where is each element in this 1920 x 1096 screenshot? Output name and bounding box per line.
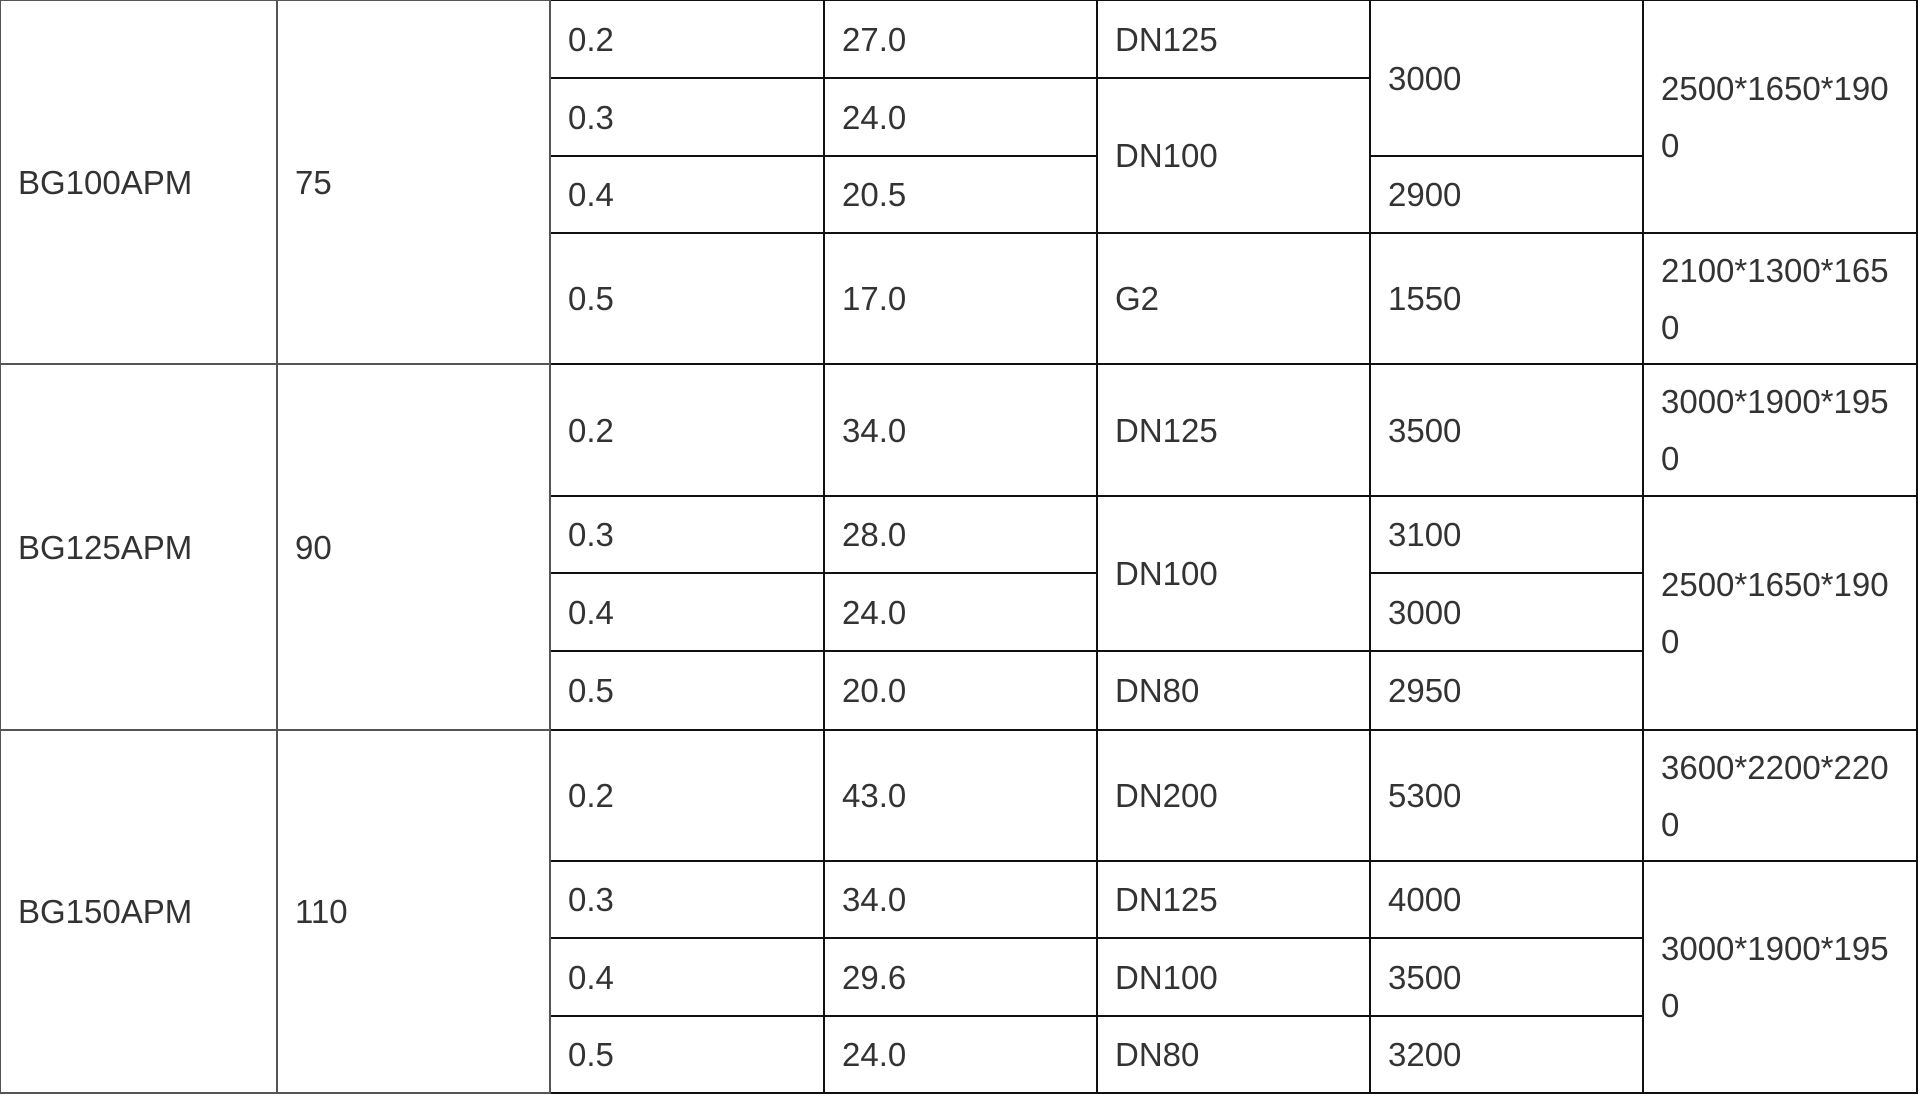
table-row: 0.4 20.5 2900 <box>0 155 1917 234</box>
table-cell: 4000 <box>1369 860 1644 939</box>
table-cell: 0.3 <box>549 860 825 939</box>
table-cell: 0.5 <box>549 1015 825 1094</box>
table-cell: 3000 <box>1369 572 1644 652</box>
table-cell: 3600*2200*2200 <box>1642 729 1918 862</box>
table-cell: DN80 <box>1096 650 1371 731</box>
table-row: 0.3 28.0 DN100 3100 2500*1650*1900 <box>0 495 1918 731</box>
table-cell: 34.0 <box>823 860 1098 939</box>
table-cell: DN125 <box>1096 0 1371 79</box>
table-cell: DN200 <box>1096 729 1371 862</box>
table-row: 0.3 34.0 DN125 4000 3000*1900*1950 <box>0 860 1918 1094</box>
table-cell: 24.0 <box>823 572 1098 652</box>
table-cell: 3000*1900*1950 <box>1642 363 1918 497</box>
table-row: BG100APM 75 0.2 27.0 DN125 3000 2500*1650*1900 <box>0 0 1918 365</box>
table-cell: DN100 <box>1096 937 1371 1017</box>
table-cell: 1550 <box>1369 232 1644 365</box>
table-cell: 3500 <box>1369 363 1644 497</box>
table-cell: 43.0 <box>823 729 1098 862</box>
table-cell: 3500 <box>1369 937 1644 1017</box>
table-cell: 3000*1900*1950 <box>1642 860 1918 1094</box>
table-cell: 2100*1300*1650 <box>1642 232 1918 365</box>
table-cell: 0.2 <box>549 729 825 862</box>
table-cell: 2500*1650*1900 <box>1642 495 1918 731</box>
table-cell: DN80 <box>1096 1015 1371 1094</box>
table-row: 0.3 24.0 DN100 <box>0 77 1917 234</box>
table-cell: 3100 <box>1369 495 1644 574</box>
table-cell: 0.3 <box>549 77 825 157</box>
table-cell: 0.3 <box>549 495 825 574</box>
table-cell: 27.0 <box>823 0 1098 79</box>
table-cell: 0.2 <box>549 0 825 79</box>
power-cell: 90 <box>276 363 551 731</box>
table-row: BG150APM 110 0.2 43.0 DN200 5300 3600*2200*220… <box>0 729 1918 1094</box>
table-cell: 0.4 <box>549 572 825 652</box>
table-row: 0.4 24.0 3000 <box>0 572 1917 652</box>
table-cell: 24.0 <box>823 1015 1098 1094</box>
table-cell: 2950 <box>1369 650 1644 731</box>
power-cell: 75 <box>276 0 551 365</box>
table-cell: DN125 <box>1096 860 1371 939</box>
table-cell: 24.0 <box>823 77 1098 157</box>
table-cell: DN100 <box>1096 495 1371 652</box>
table-cell: 29.6 <box>823 937 1098 1017</box>
table-cell: 0.5 <box>549 650 825 731</box>
table-cell: 0.4 <box>549 155 825 234</box>
table-row: 0.5 24.0 DN80 3200 <box>0 1015 1917 1094</box>
table-cell: 5300 <box>1369 729 1644 862</box>
model-cell: BG150APM <box>0 729 278 1094</box>
table-cell: 0.2 <box>549 363 825 497</box>
table-cell: 0.4 <box>549 937 825 1017</box>
table-row: 0.5 20.0 DN80 2950 <box>0 650 1917 731</box>
model-cell: BG125APM <box>0 363 278 731</box>
table-cell: 3000 <box>1369 0 1644 157</box>
table-cell: 20.0 <box>823 650 1098 731</box>
table-cell: DN100 <box>1096 77 1371 234</box>
table-row: 0.5 17.0 G2 1550 2100*1300*1650 <box>0 232 1918 365</box>
table-cell: 3200 <box>1369 1015 1644 1094</box>
power-cell: 110 <box>276 729 551 1094</box>
table-cell: 20.5 <box>823 155 1098 234</box>
table-cell: 34.0 <box>823 363 1098 497</box>
model-cell: BG100APM <box>0 0 278 365</box>
table-cell: 2500*1650*1900 <box>1642 0 1918 234</box>
table-row: BG125APM 90 0.2 34.0 DN125 3500 3000*1900*1950 <box>0 363 1918 731</box>
table-cell: 0.5 <box>549 232 825 365</box>
table-cell: DN125 <box>1096 363 1371 497</box>
table-cell: 17.0 <box>823 232 1098 365</box>
table-cell: 28.0 <box>823 495 1098 574</box>
table-cell: 2900 <box>1369 155 1644 234</box>
table-row: 0.4 29.6 DN100 3500 <box>0 937 1917 1017</box>
table-cell: G2 <box>1096 232 1371 365</box>
